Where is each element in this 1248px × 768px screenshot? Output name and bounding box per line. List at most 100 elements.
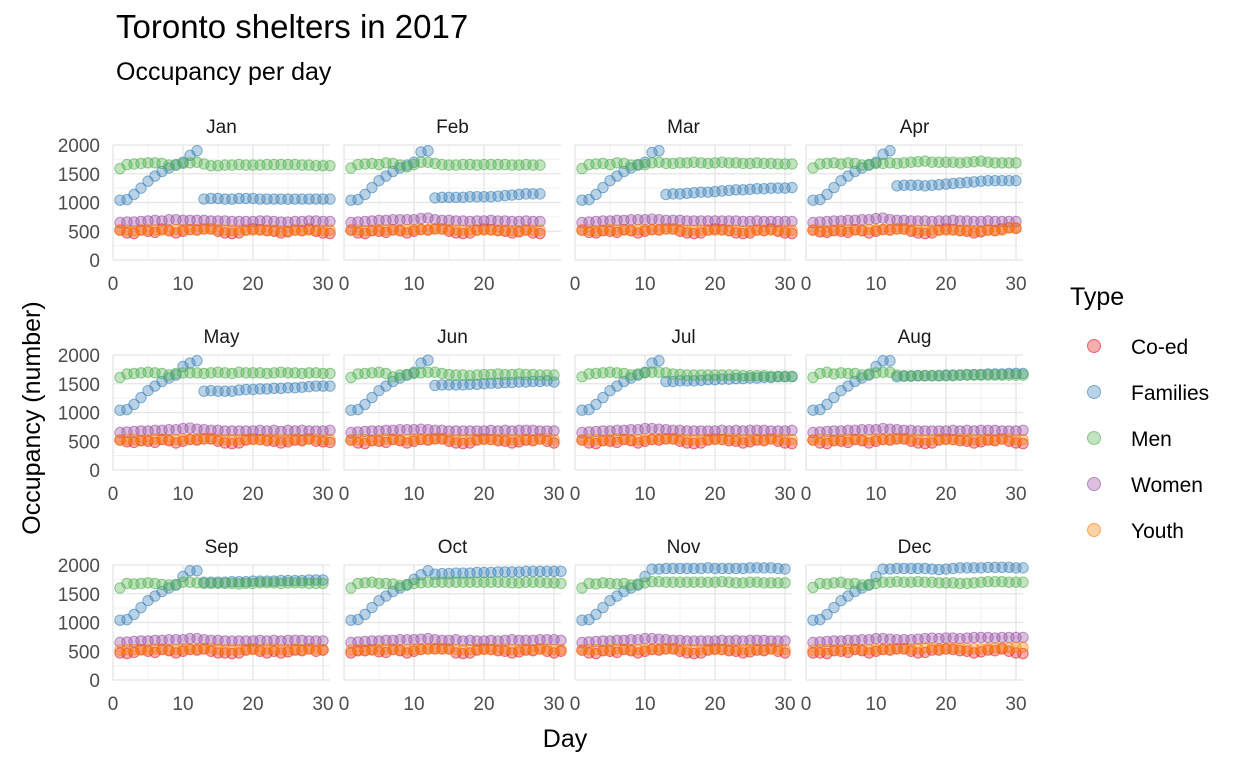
point-jan-families <box>191 145 203 157</box>
point-apr-men <box>919 155 931 167</box>
y-tick-label: 500 <box>68 432 100 453</box>
x-tick-label: 20 <box>935 694 956 715</box>
point-mar-men <box>576 162 588 175</box>
point-nov-women <box>632 634 644 646</box>
x-tick-label: 0 <box>570 274 581 295</box>
point-jul-youth <box>786 433 798 446</box>
point-nov-families <box>597 601 609 614</box>
point-apr-women <box>863 214 875 226</box>
point-jun-co-ed <box>548 437 560 449</box>
point-apr-youth <box>1010 222 1022 234</box>
y-axis-title: Occupancy (number) <box>18 301 46 534</box>
panel-label-apr: Apr <box>900 117 930 138</box>
x-tick-label: 0 <box>570 694 581 715</box>
point-aug-men <box>856 369 868 381</box>
point-nov-co-ed <box>695 647 707 659</box>
point-feb-women <box>408 214 420 226</box>
point-feb-men <box>345 162 357 174</box>
point-oct-co-ed <box>401 647 413 659</box>
point-nov-co-ed <box>590 647 602 660</box>
point-apr-families <box>1010 174 1022 187</box>
point-feb-co-ed <box>401 227 413 239</box>
point-jan-men <box>114 162 126 175</box>
point-mar-men <box>786 158 798 170</box>
point-dec-families <box>1017 562 1029 574</box>
y-tick-label: 500 <box>68 642 100 663</box>
point-oct-families <box>555 565 567 578</box>
point-oct-co-ed <box>548 647 560 659</box>
point-aug-men <box>863 368 875 380</box>
point-may-women <box>324 424 336 437</box>
point-apr-men <box>863 158 875 171</box>
point-nov-co-ed <box>611 646 623 659</box>
legend-key-women <box>1087 477 1101 491</box>
x-tick-label: 10 <box>403 274 424 295</box>
point-may-co-ed <box>128 436 140 449</box>
point-mar-families <box>590 188 602 201</box>
x-tick-label: 0 <box>801 484 812 505</box>
point-aug-women <box>1017 424 1029 437</box>
point-jun-families <box>422 354 434 366</box>
panel-label-jul: Jul <box>671 327 695 348</box>
point-apr-families <box>849 165 861 178</box>
point-jun-co-ed <box>464 437 476 449</box>
point-jan-co-ed <box>170 227 182 239</box>
legend-label-youth: Youth <box>1131 520 1184 543</box>
panel-label-may: May <box>204 327 240 348</box>
point-oct-co-ed <box>464 647 476 659</box>
panel-label-aug: Aug <box>898 327 932 348</box>
y-tick-label: 1000 <box>58 404 100 425</box>
point-aug-men <box>884 366 896 378</box>
point-dec-men <box>807 581 819 594</box>
point-sep-co-ed <box>128 646 140 659</box>
x-tick-label: 30 <box>774 484 795 505</box>
point-oct-women <box>450 634 462 646</box>
point-sep-families <box>317 574 329 586</box>
point-may-women <box>268 424 280 437</box>
point-dec-men <box>835 576 847 588</box>
point-dec-men <box>870 577 882 590</box>
x-tick-label: 10 <box>403 484 424 505</box>
point-mar-co-ed <box>632 227 644 239</box>
point-apr-families <box>828 181 840 194</box>
point-dec-co-ed <box>821 647 833 660</box>
point-mar-families <box>786 181 798 194</box>
x-tick-label: 20 <box>473 484 494 505</box>
point-aug-men <box>828 368 840 380</box>
point-may-men <box>163 369 175 381</box>
point-dec-co-ed <box>1003 645 1015 657</box>
point-jun-youth <box>548 433 560 446</box>
point-mar-men <box>604 158 616 171</box>
y-tick-label: 1500 <box>58 585 100 606</box>
point-sep-co-ed <box>149 646 161 659</box>
point-may-families <box>226 385 238 397</box>
point-jan-youth <box>324 224 336 236</box>
point-dec-families <box>849 585 861 598</box>
point-may-men <box>226 367 238 380</box>
point-aug-families <box>828 391 840 404</box>
point-nov-families <box>590 608 602 621</box>
point-oct-women <box>555 634 567 647</box>
point-feb-youth <box>534 224 546 236</box>
x-tick-label: 20 <box>242 274 263 295</box>
point-oct-families <box>415 569 427 581</box>
point-oct-youth <box>555 643 567 656</box>
point-jun-men <box>345 371 357 384</box>
point-apr-men <box>849 157 861 170</box>
point-jun-men <box>380 367 392 380</box>
point-mar-families <box>597 181 609 194</box>
point-apr-men <box>807 162 819 174</box>
point-oct-families <box>359 608 371 621</box>
point-oct-co-ed <box>380 646 392 659</box>
panel-label-jun: Jun <box>437 327 468 348</box>
point-aug-men <box>814 367 826 380</box>
point-apr-youth <box>996 224 1008 236</box>
y-tick-label: 2000 <box>58 136 100 157</box>
point-dec-co-ed <box>863 647 875 659</box>
point-aug-families <box>849 375 861 388</box>
point-may-youth <box>324 433 336 446</box>
point-jun-families <box>387 375 399 388</box>
point-may-families <box>191 355 203 367</box>
point-aug-youth <box>1017 433 1029 446</box>
point-jul-women <box>786 424 798 437</box>
